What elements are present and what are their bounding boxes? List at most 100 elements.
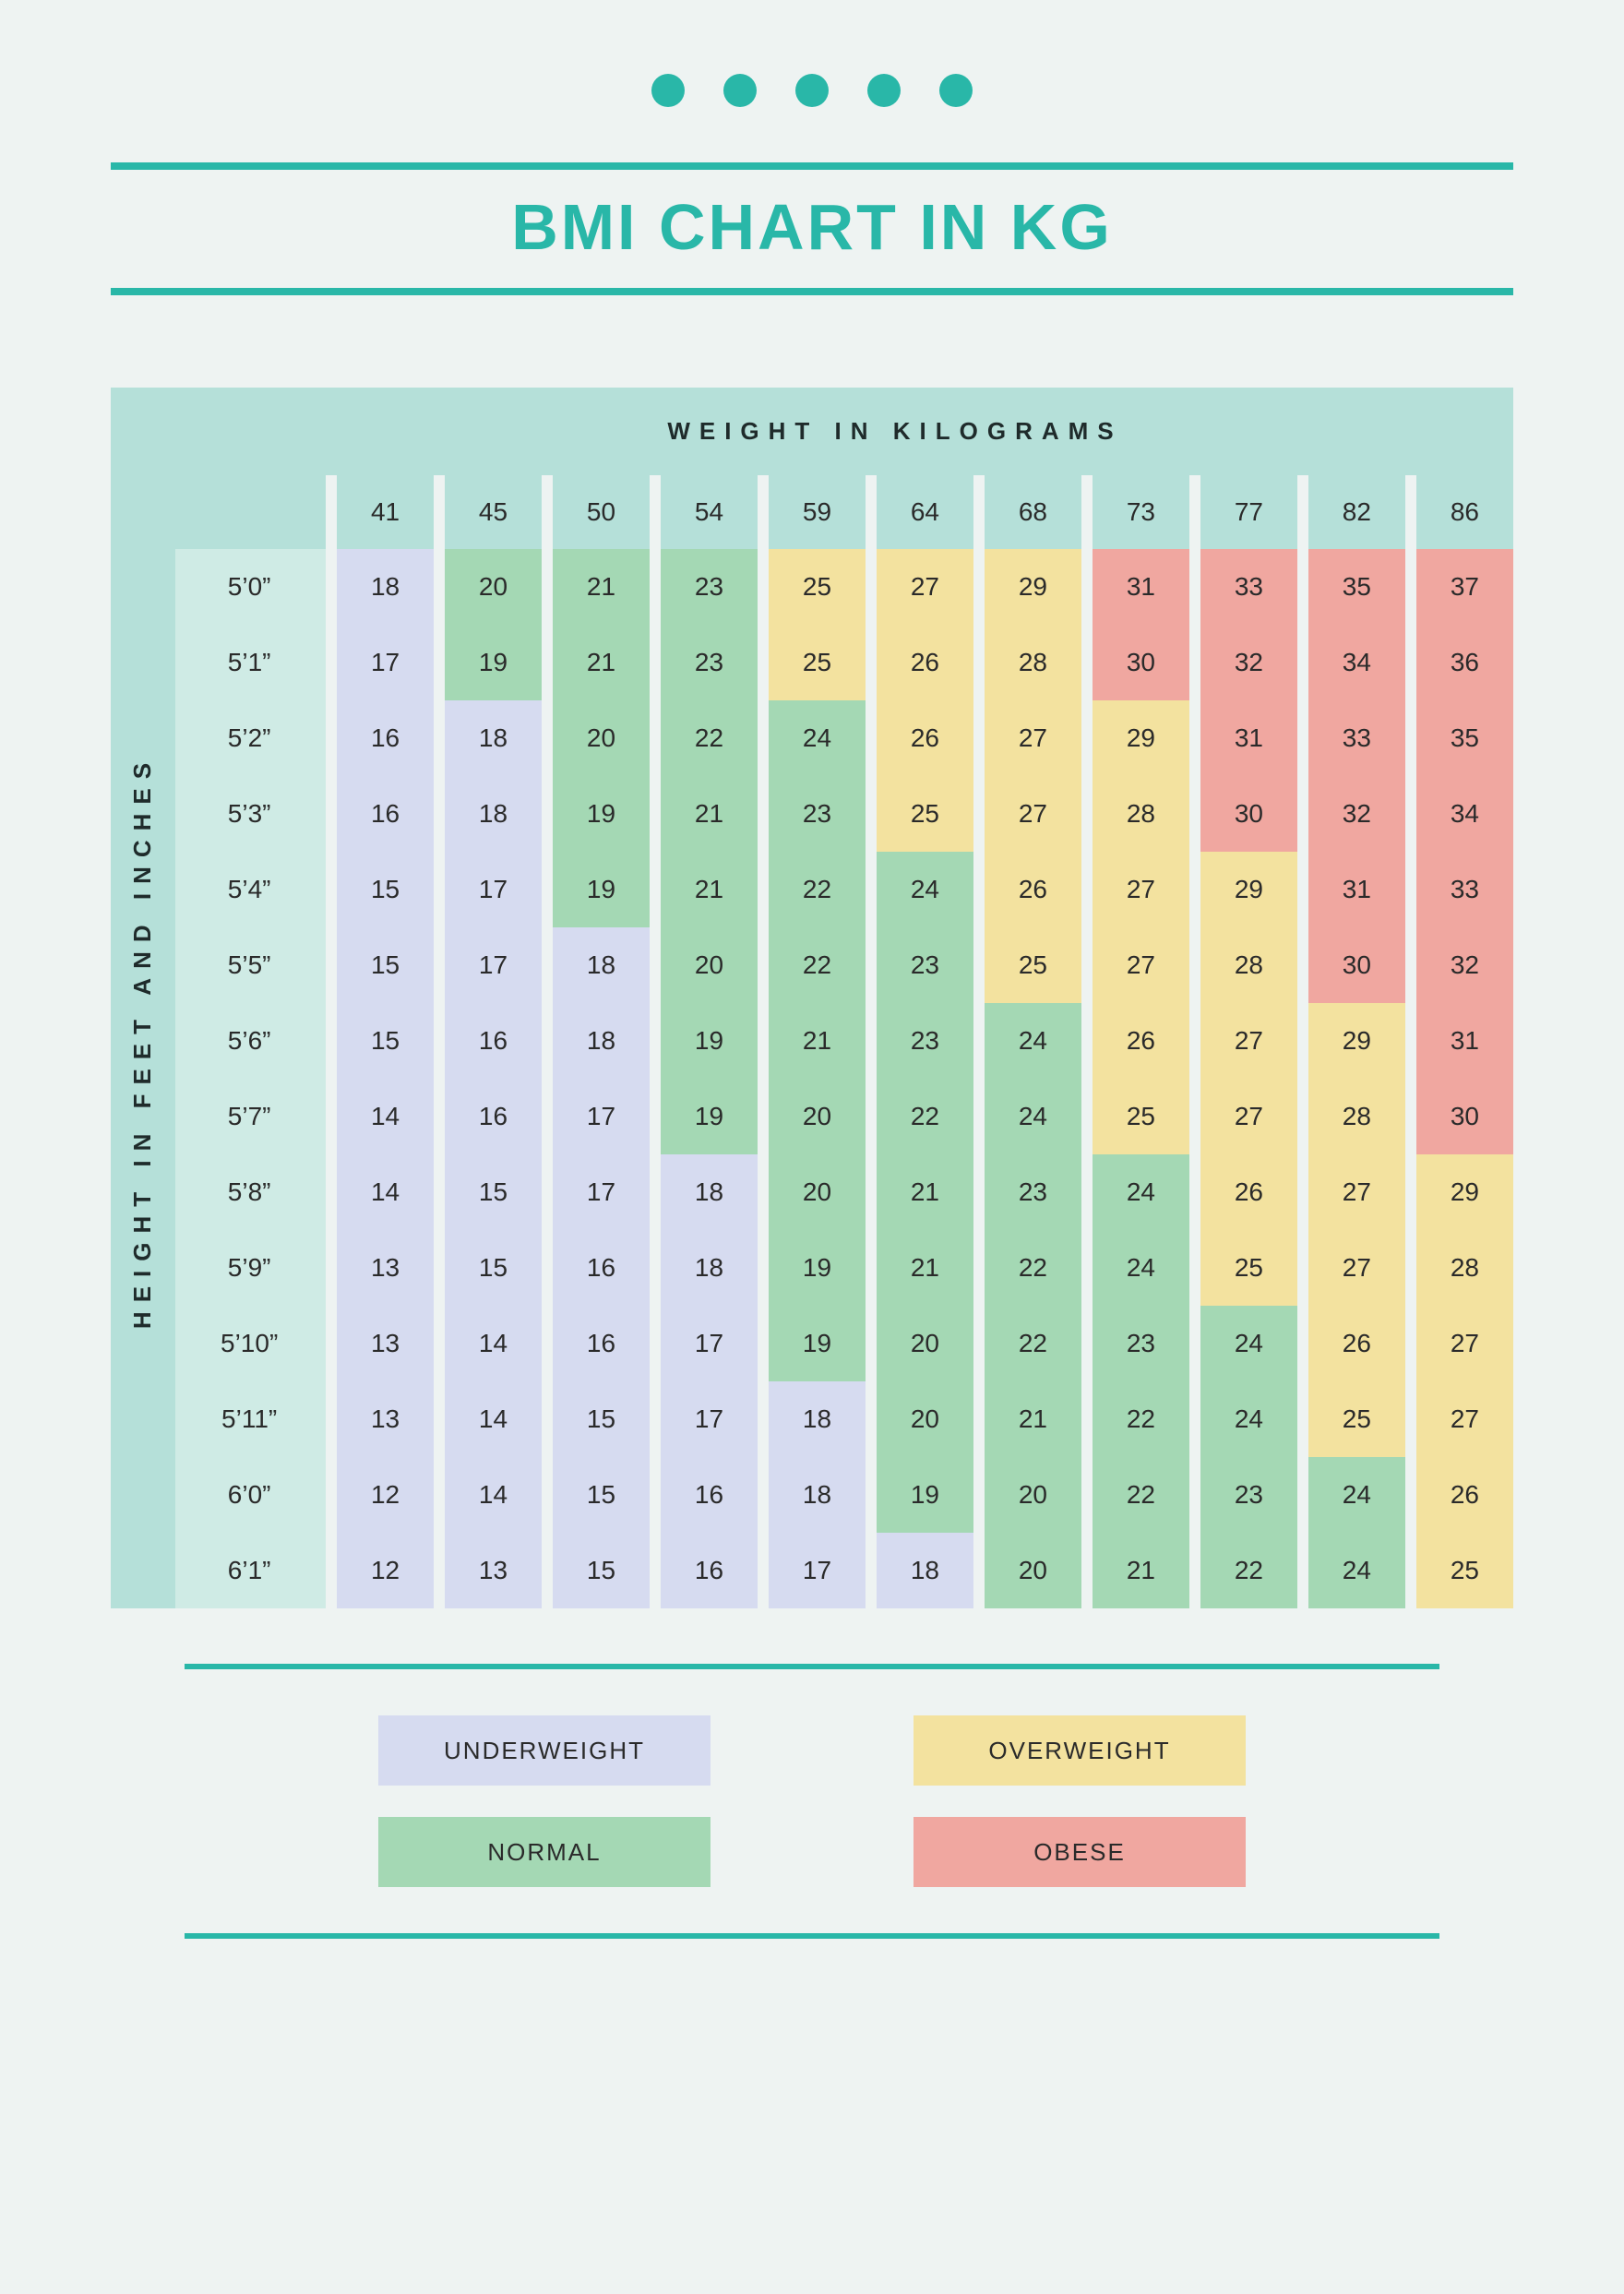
weight-header-cell: 54 [661,475,758,549]
bmi-cell: 16 [337,776,434,852]
bmi-cell: 31 [1093,549,1189,625]
bmi-cell: 16 [661,1533,758,1608]
dot-icon [651,74,685,107]
bmi-cell: 20 [985,1533,1081,1608]
bmi-cell: 34 [1416,776,1513,852]
bmi-cell: 20 [877,1306,973,1381]
weight-header-cell: 59 [769,475,866,549]
bmi-cell: 29 [1093,700,1189,776]
bmi-cell: 28 [1308,1079,1405,1154]
bmi-cell: 21 [553,549,650,625]
bmi-cell: 21 [661,776,758,852]
bmi-cell: 17 [661,1381,758,1457]
bmi-cell: 20 [661,927,758,1003]
title-rule-top [111,162,1513,170]
bmi-cell: 19 [445,625,542,700]
bmi-cell: 19 [877,1457,973,1533]
bmi-cell: 34 [1308,625,1405,700]
bmi-cell: 37 [1416,549,1513,625]
bmi-cell: 20 [553,700,650,776]
bmi-cell: 24 [1093,1230,1189,1306]
bmi-cell: 12 [337,1533,434,1608]
bmi-table-head: 4145505459646873778286 [111,475,1513,549]
height-label-cell: 5’1” [173,625,326,700]
bmi-cell: 18 [661,1230,758,1306]
bmi-cell: 22 [769,927,866,1003]
bmi-cell: 21 [769,1003,866,1079]
bmi-cell: 32 [1200,625,1297,700]
legend-grid: UNDERWEIGHT OVERWEIGHT NORMAL OBESE [185,1669,1439,1933]
bmi-cell: 23 [661,549,758,625]
height-label-cell: 5’7” [173,1079,326,1154]
bmi-table: 4145505459646873778286 5’0”1820212325272… [111,475,1513,1608]
bmi-cell: 24 [1093,1154,1189,1230]
bmi-cell: 22 [661,700,758,776]
bmi-cell: 21 [1093,1533,1189,1608]
bmi-cell: 30 [1093,625,1189,700]
title-rule-bottom [111,288,1513,295]
bmi-cell: 22 [1093,1381,1189,1457]
dot-icon [795,74,829,107]
bmi-cell: 21 [553,625,650,700]
bmi-cell: 27 [985,700,1081,776]
bmi-cell: 22 [985,1306,1081,1381]
bmi-cell: 14 [445,1457,542,1533]
bmi-cell: 22 [877,1079,973,1154]
legend-underweight: UNDERWEIGHT [378,1715,710,1786]
bmi-cell: 14 [337,1154,434,1230]
bmi-cell: 17 [769,1533,866,1608]
bmi-cell: 25 [985,927,1081,1003]
table-corner [173,475,326,549]
height-label-cell: 6’0” [173,1457,326,1533]
height-label-cell: 5’2” [173,700,326,776]
bmi-cell: 27 [1200,1079,1297,1154]
bmi-cell: 23 [1093,1306,1189,1381]
height-label-cell: 5’5” [173,927,326,1003]
bmi-cell: 21 [985,1381,1081,1457]
bmi-cell: 19 [661,1079,758,1154]
bmi-cell: 23 [1200,1457,1297,1533]
bmi-cell: 19 [553,852,650,927]
bmi-cell: 17 [661,1306,758,1381]
bmi-cell: 17 [445,852,542,927]
bmi-cell: 31 [1416,1003,1513,1079]
bmi-cell: 23 [769,776,866,852]
bmi-cell: 18 [661,1154,758,1230]
bmi-cell: 19 [769,1230,866,1306]
height-label-cell: 5’6” [173,1003,326,1079]
bmi-cell: 16 [445,1003,542,1079]
bmi-cell: 25 [1308,1381,1405,1457]
bmi-cell: 21 [877,1154,973,1230]
header-dots [111,74,1513,107]
weight-header-cell: 64 [877,475,973,549]
bmi-cell: 19 [553,776,650,852]
bmi-cell: 31 [1308,852,1405,927]
bmi-cell: 27 [1200,1003,1297,1079]
bmi-cell: 27 [1416,1306,1513,1381]
bmi-cell: 17 [445,927,542,1003]
bmi-cell: 18 [337,549,434,625]
bmi-cell: 18 [769,1381,866,1457]
bmi-cell: 20 [877,1381,973,1457]
bmi-cell: 20 [445,549,542,625]
weight-header-cell: 41 [337,475,434,549]
bmi-cell: 22 [769,852,866,927]
height-axis-label-container: HEIGHT IN FEET AND INCHES [111,474,175,1608]
bmi-cell: 20 [769,1079,866,1154]
bmi-table-body: 5’0”18202123252729313335375’1”1719212325… [111,549,1513,1608]
weight-header-cell: 73 [1093,475,1189,549]
bmi-cell: 35 [1308,549,1405,625]
bmi-cell: 13 [445,1533,542,1608]
bmi-cell: 27 [1093,852,1189,927]
legend-obese: OBESE [914,1817,1246,1887]
bmi-cell: 24 [1308,1457,1405,1533]
page-title: BMI CHART IN KG [111,170,1513,288]
bmi-cell: 27 [1308,1230,1405,1306]
bmi-cell: 16 [553,1306,650,1381]
bmi-cell: 27 [1093,927,1189,1003]
bmi-cell: 35 [1416,700,1513,776]
bmi-cell: 23 [985,1154,1081,1230]
height-label-cell: 5’9” [173,1230,326,1306]
bmi-cell: 22 [1200,1533,1297,1608]
weight-header-cell: 82 [1308,475,1405,549]
